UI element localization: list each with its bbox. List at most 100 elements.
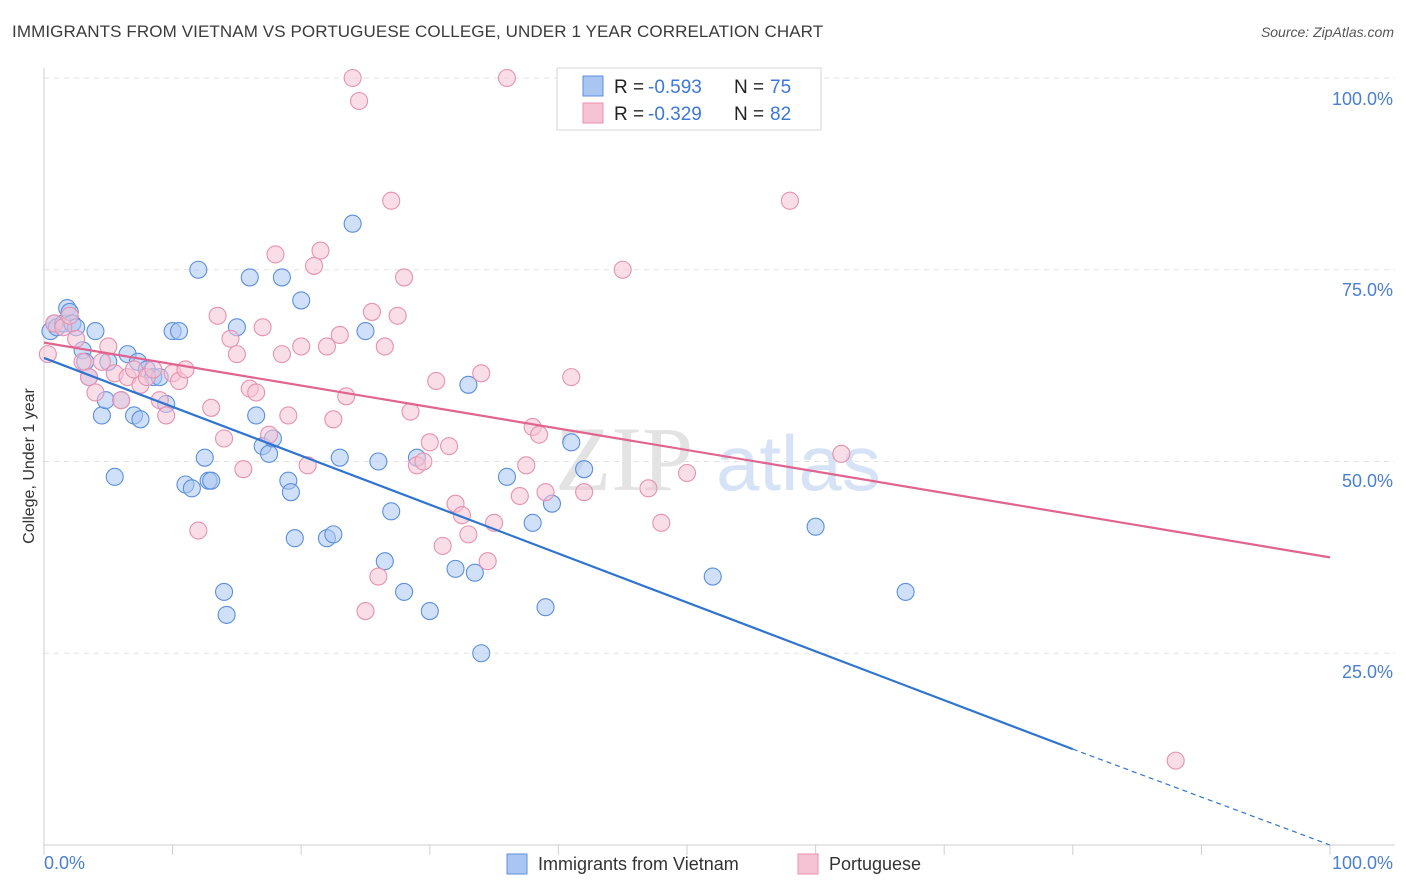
point-portuguese-63 — [472, 364, 491, 383]
point-portuguese-66 — [497, 68, 517, 88]
trend-line-portuguese — [43, 341, 1331, 559]
point-portuguese-26 — [221, 329, 240, 348]
point-portuguese-64 — [478, 552, 497, 571]
point-portuguese-44 — [343, 68, 362, 88]
point-vietnam-50 — [356, 322, 375, 341]
point-portuguese-77 — [677, 463, 697, 483]
point-portuguese-30 — [247, 383, 266, 402]
point-portuguese-9 — [99, 337, 118, 356]
point-vietnam-56 — [420, 602, 439, 621]
point-portuguese-39 — [311, 241, 330, 260]
point-vietnam-57 — [446, 559, 465, 578]
point-portuguese-51 — [388, 306, 407, 325]
point-vietnam-65 — [562, 433, 581, 452]
point-vietnam-59 — [465, 563, 484, 582]
point-vietnam-33 — [214, 582, 234, 601]
legend-n-label-vietnam: N = — [734, 77, 764, 98]
point-vietnam-49 — [343, 214, 362, 233]
point-vietnam-58 — [459, 375, 478, 394]
legend-swatch-vietnam — [582, 75, 604, 97]
legend-r-value-vietnam: -0.593 — [648, 77, 702, 98]
point-portuguese-74 — [613, 260, 632, 279]
point-vietnam-12 — [92, 406, 111, 425]
point-portuguese-59 — [440, 437, 459, 456]
point-portuguese-50 — [382, 191, 401, 210]
stats-legend: R = -0.593 N = 75 R = -0.329 N = 82 — [556, 67, 822, 131]
point-portuguese-38 — [305, 256, 324, 275]
point-vietnam-45 — [292, 291, 311, 310]
legend-n-value-portuguese: 82 — [770, 104, 791, 125]
point-portuguese-75 — [639, 479, 658, 498]
point-portuguese-16 — [144, 360, 163, 379]
point-portuguese-40 — [317, 337, 336, 356]
point-vietnam-11 — [86, 322, 105, 341]
point-vietnam-47 — [324, 525, 343, 544]
point-portuguese-24 — [208, 306, 227, 325]
point-vietnam-15 — [105, 467, 124, 486]
point-vietnam-43 — [281, 483, 300, 502]
chart-source: Source: ZipAtlas.com — [1260, 24, 1394, 40]
point-portuguese-62 — [459, 525, 478, 544]
point-portuguese-80 — [1166, 751, 1185, 770]
point-vietnam-52 — [375, 552, 394, 571]
point-vietnam-67 — [703, 567, 722, 586]
y-tick-label-75: 75.0% — [1342, 280, 1393, 300]
point-portuguese-0 — [38, 345, 57, 364]
point-vietnam-37 — [247, 406, 266, 425]
point-portuguese-78 — [780, 191, 799, 210]
point-portuguese-70 — [530, 425, 549, 444]
point-portuguese-79 — [832, 444, 851, 463]
legend-n-label-portuguese: N = — [734, 104, 764, 125]
y-axis-label: College, Under 1 year — [21, 388, 38, 544]
x-tick-label-max: 100.0% — [1332, 853, 1393, 873]
point-portuguese-5 — [73, 352, 92, 371]
gridlines — [44, 77, 1395, 654]
trend-line-vietnam — [43, 356, 1074, 751]
point-vietnam-29 — [189, 260, 208, 279]
point-portuguese-4 — [67, 329, 86, 348]
x-tick-label-min: 0.0% — [44, 853, 85, 873]
point-vietnam-54 — [395, 582, 414, 601]
point-vietnam-60 — [472, 644, 491, 663]
point-portuguese-47 — [362, 302, 381, 321]
point-vietnam-36 — [240, 268, 259, 287]
legend-r-label-vietnam: R = — [614, 77, 644, 98]
bottom-legend-label-portuguese: Portuguese — [829, 854, 921, 874]
point-portuguese-7 — [86, 383, 105, 402]
point-portuguese-57 — [427, 371, 446, 391]
point-vietnam-30 — [195, 448, 214, 467]
point-portuguese-49 — [375, 337, 394, 356]
point-portuguese-58 — [433, 536, 452, 555]
point-vietnam-68 — [806, 517, 825, 536]
point-vietnam-34 — [217, 605, 236, 624]
point-vietnam-61 — [497, 467, 517, 486]
point-vietnam-32 — [202, 471, 221, 490]
point-portuguese-35 — [279, 406, 298, 425]
point-portuguese-52 — [395, 268, 414, 287]
y-tick-label-50: 50.0% — [1342, 471, 1393, 491]
point-portuguese-11 — [112, 391, 131, 410]
point-portuguese-41 — [324, 410, 343, 429]
point-portuguese-46 — [356, 602, 375, 621]
point-portuguese-71 — [536, 483, 555, 502]
point-portuguese-25 — [214, 429, 234, 448]
point-vietnam-41 — [272, 268, 291, 287]
point-portuguese-28 — [234, 460, 253, 479]
point-portuguese-18 — [157, 406, 176, 425]
point-portuguese-31 — [253, 318, 272, 337]
point-vietnam-53 — [382, 502, 401, 521]
y-tick-label-100: 100.0% — [1332, 89, 1393, 109]
point-portuguese-43 — [337, 387, 356, 406]
point-portuguese-33 — [266, 245, 285, 264]
point-portuguese-55 — [414, 452, 433, 471]
legend-r-label-portuguese: R = — [614, 104, 644, 125]
point-portuguese-45 — [350, 91, 369, 111]
point-portuguese-56 — [420, 433, 439, 452]
point-portuguese-48 — [369, 567, 388, 586]
watermark-atlas: atlas — [716, 419, 881, 507]
point-portuguese-36 — [292, 337, 311, 356]
y-tick-label-25: 25.0% — [1342, 662, 1393, 682]
point-portuguese-67 — [510, 486, 529, 506]
point-portuguese-34 — [272, 345, 291, 364]
